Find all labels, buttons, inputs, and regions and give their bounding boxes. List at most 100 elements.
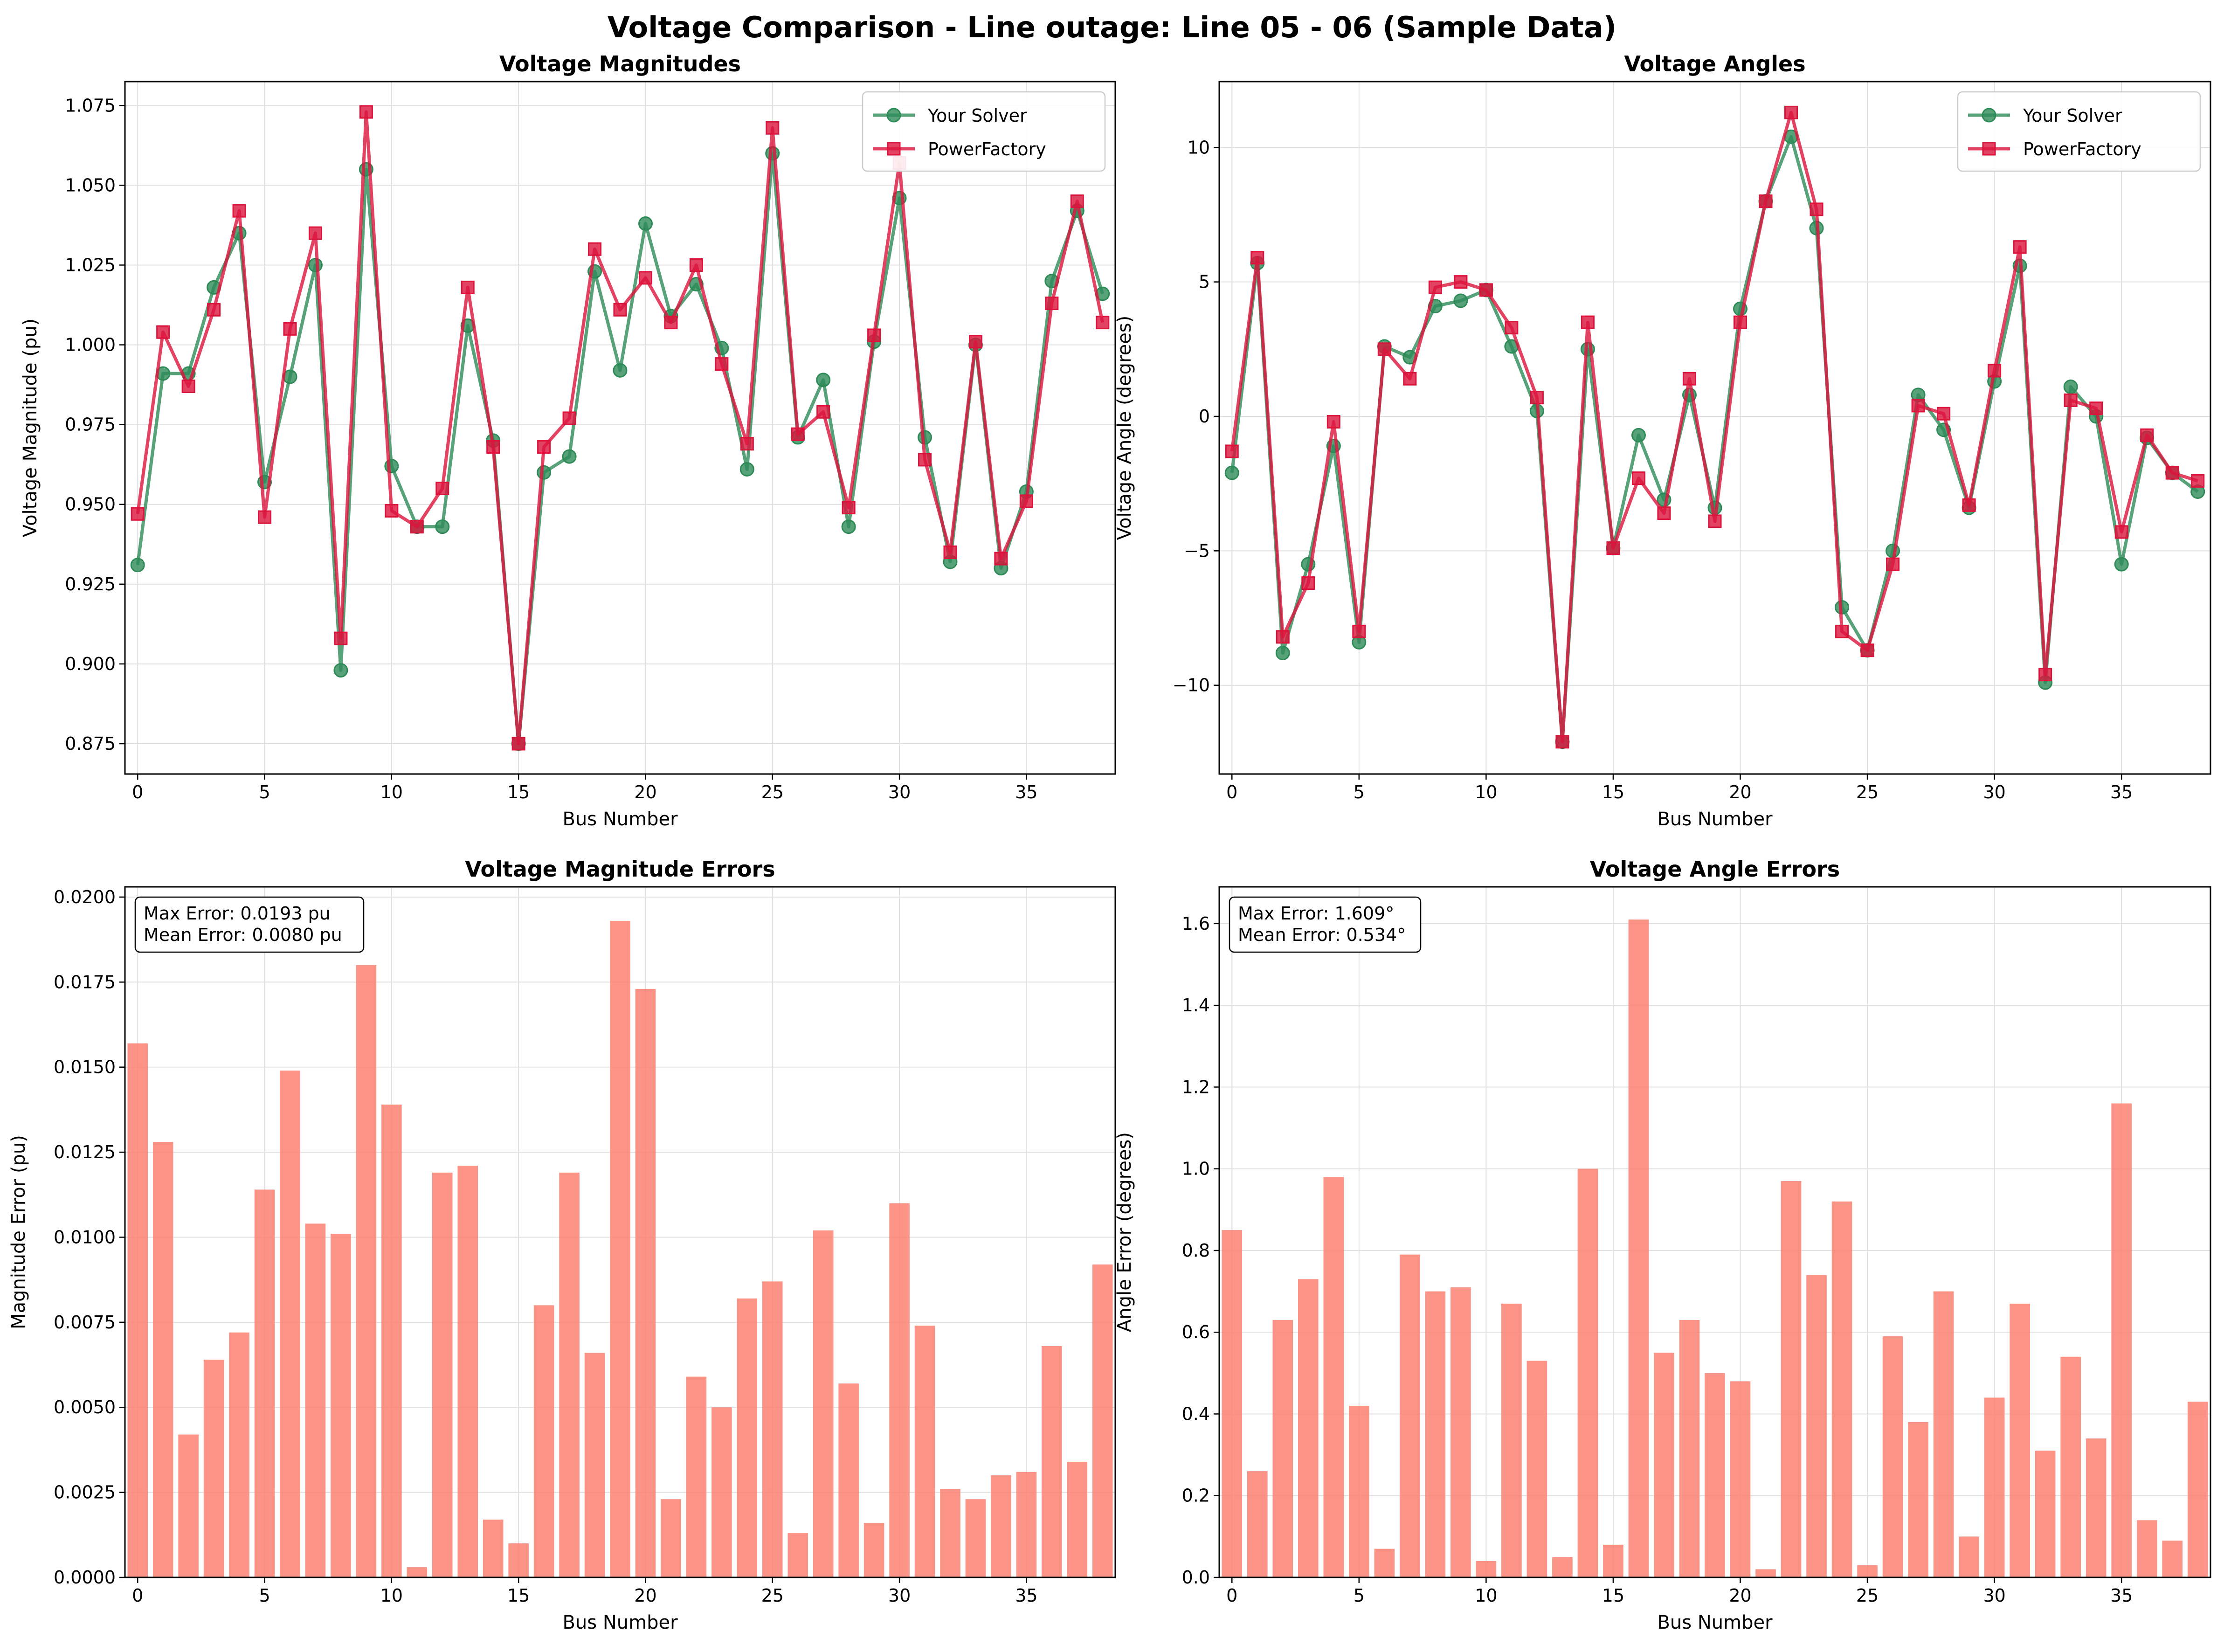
bar bbox=[1476, 1561, 1497, 1577]
data-point bbox=[816, 373, 831, 387]
bar bbox=[1908, 1422, 1928, 1577]
data-point bbox=[207, 303, 221, 317]
data-point bbox=[1276, 630, 1290, 644]
y-tick-label: 0.900 bbox=[65, 654, 116, 674]
bar bbox=[1526, 1361, 1547, 1577]
x-tick-label: 20 bbox=[1729, 1585, 1751, 1606]
data-point bbox=[1759, 194, 1773, 208]
data-point bbox=[1275, 645, 1290, 660]
data-point bbox=[791, 427, 805, 441]
data-point bbox=[1911, 399, 1925, 413]
data-point bbox=[918, 453, 932, 467]
bar bbox=[1781, 1181, 1802, 1577]
bar bbox=[508, 1543, 529, 1577]
bar bbox=[838, 1383, 859, 1577]
bar bbox=[2111, 1103, 2132, 1577]
y-tick-label: 0.925 bbox=[65, 574, 116, 594]
legend-entry: Your Solver bbox=[2023, 105, 2122, 126]
y-tick-label: 0.8 bbox=[1182, 1240, 1210, 1261]
x-tick-label: 35 bbox=[1015, 1585, 1037, 1606]
x-tick-label: 15 bbox=[507, 1585, 530, 1606]
x-tick-label: 20 bbox=[634, 782, 656, 802]
x-tick-label: 5 bbox=[259, 782, 270, 802]
x-tick-label: 25 bbox=[761, 782, 784, 802]
x-tick-label: 15 bbox=[1602, 782, 1624, 802]
subplot-title: Voltage Magnitudes bbox=[499, 51, 741, 76]
bar bbox=[1552, 1557, 1573, 1577]
y-tick-label: 0.0100 bbox=[54, 1227, 116, 1247]
y-tick-label: 5 bbox=[1199, 272, 1210, 292]
bar bbox=[965, 1499, 986, 1577]
data-point bbox=[2038, 668, 2052, 682]
data-point bbox=[562, 449, 577, 464]
legend-swatch-marker bbox=[1982, 142, 1996, 156]
stats-annotation-box bbox=[134, 896, 365, 953]
data-point bbox=[1019, 494, 1033, 508]
bar bbox=[2035, 1451, 2056, 1577]
bar bbox=[1222, 1230, 1243, 1577]
bar bbox=[737, 1298, 758, 1577]
data-point bbox=[588, 242, 602, 256]
x-tick-label: 10 bbox=[1475, 782, 1497, 802]
data-point bbox=[613, 363, 628, 378]
data-point bbox=[334, 631, 348, 645]
data-point bbox=[486, 440, 500, 454]
x-tick-label: 35 bbox=[2110, 782, 2133, 802]
axes-frame bbox=[1218, 886, 2211, 1578]
bar bbox=[584, 1353, 605, 1577]
data-point bbox=[1045, 297, 1059, 311]
y-tick-label: 0.0175 bbox=[54, 972, 116, 992]
x-tick-label: 5 bbox=[259, 1585, 270, 1606]
data-point bbox=[689, 258, 703, 272]
bar bbox=[483, 1519, 504, 1577]
y-tick-label: −10 bbox=[1173, 675, 1210, 696]
bar bbox=[254, 1189, 275, 1577]
data-point bbox=[2013, 240, 2027, 254]
data-point bbox=[1810, 202, 1823, 216]
bar bbox=[1755, 1569, 1776, 1577]
x-tick-label: 20 bbox=[634, 1585, 656, 1606]
data-point bbox=[1403, 372, 1417, 386]
data-point bbox=[1479, 283, 1493, 297]
data-point bbox=[435, 519, 450, 534]
y-tick-label: 10 bbox=[1188, 137, 1210, 158]
x-tick-label: 25 bbox=[1856, 1585, 1879, 1606]
bar bbox=[457, 1166, 478, 1577]
x-tick-label: 25 bbox=[1856, 782, 1879, 802]
legend-entry: Your Solver bbox=[927, 105, 1027, 126]
y-tick-label: 1.000 bbox=[65, 335, 116, 355]
panel-voltage-magnitudes: Voltage Magnitudes 0 5 10 15 20 25 30 35 0.875 0.9… bbox=[20, 51, 1116, 830]
data-point bbox=[1454, 275, 1468, 289]
y-tick-label: 0.0050 bbox=[54, 1397, 116, 1417]
data-point bbox=[537, 440, 551, 454]
stats-annotation-box bbox=[1229, 896, 1422, 953]
data-point bbox=[537, 465, 552, 480]
figure-title: Voltage Comparison - Line outage: Line 0… bbox=[608, 10, 1616, 44]
x-tick-label: 0 bbox=[1226, 782, 1237, 802]
y-tick-label: 0.6 bbox=[1182, 1322, 1210, 1342]
data-point bbox=[1225, 444, 1239, 458]
bar bbox=[1679, 1320, 1700, 1577]
y-tick-label: 1.2 bbox=[1182, 1077, 1210, 1097]
bar bbox=[432, 1172, 453, 1577]
y-tick-label: 0.0 bbox=[1182, 1567, 1210, 1588]
bar bbox=[940, 1489, 960, 1577]
axes-frame bbox=[124, 886, 1116, 1578]
data-point bbox=[1962, 498, 1976, 512]
bar bbox=[356, 965, 377, 1577]
bar bbox=[1272, 1320, 1293, 1577]
data-point bbox=[1070, 194, 1084, 208]
data-point bbox=[2089, 401, 2103, 415]
data-point bbox=[1352, 624, 1366, 638]
data-point bbox=[156, 325, 170, 339]
x-tick-label: 0 bbox=[1226, 1585, 1237, 1606]
bar bbox=[2086, 1438, 2107, 1577]
x-axis-label: Bus Number bbox=[1657, 1612, 1773, 1633]
data-point bbox=[1377, 342, 1391, 356]
bar bbox=[914, 1326, 935, 1577]
bar bbox=[1016, 1472, 1037, 1577]
bar bbox=[305, 1223, 326, 1577]
data-point bbox=[1326, 415, 1340, 429]
bar bbox=[1501, 1303, 1522, 1577]
y-axis-label: Voltage Angle (degrees) bbox=[1114, 316, 1135, 540]
